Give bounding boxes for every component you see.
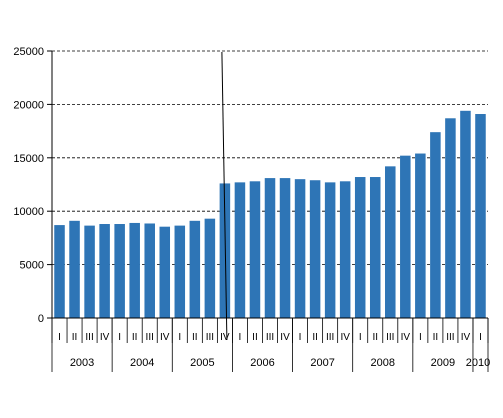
bar [309,180,321,318]
quarter-label: I [419,332,422,343]
bar [174,225,186,318]
series-break-line [221,51,228,341]
year-label: 2003 [70,357,94,369]
bar [294,179,306,318]
quarter-label: I [58,332,61,343]
bar [69,220,80,318]
quarter-label: III [446,332,454,343]
bar [354,177,366,318]
quarter-label: I [239,332,242,343]
quarter-label: III [85,332,93,343]
quarter-label: IV [401,332,411,343]
quarter-label: I [479,332,482,343]
x-axis-labels: I II III IV I II III IV I II III IV I II III IV I II III IV… [51,318,490,372]
year-label: 2008 [371,357,395,369]
year-label: 2005 [190,357,214,369]
quarter-label: III [206,332,214,343]
bar [54,225,65,318]
quarter-label: II [433,332,439,343]
bar [114,224,125,318]
y-tick-label: 5000 [20,260,44,272]
bar [234,182,246,318]
quarter-label: II [372,332,378,343]
bar [204,218,216,318]
bar [369,177,381,318]
quarter-label: I [118,332,121,343]
quarter-label: IV [340,332,350,343]
year-label: 2010 [466,357,490,369]
bar [445,118,456,318]
bar [324,182,336,318]
quarter-label: I [178,332,181,343]
bar [189,220,201,318]
quarter-label: I [359,332,362,343]
y-tick-label: 10000 [13,206,44,218]
quarter-label: IV [461,332,471,343]
quarter-label: II [132,332,138,343]
bar [430,132,441,318]
bar [415,153,426,318]
bar [159,226,171,318]
y-tick-label: 20000 [13,99,44,111]
bar [475,114,486,319]
y-tick-label: 25000 [13,46,44,58]
year-label: 2007 [310,357,334,369]
bars [54,110,486,319]
quarter-label: I [299,332,302,343]
bar [144,223,155,318]
quarter-label: II [252,332,258,343]
bar [339,181,351,318]
bar [460,110,471,318]
bar [129,222,140,318]
bar [400,155,411,318]
quarter-label: II [72,332,78,343]
y-tick-label: 15000 [13,153,44,165]
quarter-label: III [386,332,394,343]
quarter-label: III [146,332,154,343]
year-label: 2004 [130,357,154,369]
bar [385,166,396,318]
bar [249,181,261,318]
bar [99,224,110,318]
quarter-label: III [266,332,274,343]
quarter-label: IV [220,332,230,343]
bar [279,178,291,318]
bar [264,178,276,318]
quarter-label: IV [100,332,110,343]
quarter-label: III [326,332,334,343]
quarter-label: II [192,332,198,343]
quarter-label: II [312,332,318,343]
bar [84,225,95,318]
year-label: 2006 [250,357,274,369]
y-tick-label: 0 [38,313,44,325]
quarter-label: IV [160,332,170,343]
quarter-label: IV [280,332,290,343]
y-axis-tick-labels: 0 5000 10000 15000 20000 25000 [13,46,44,325]
year-label: 2009 [431,357,455,369]
axes [51,51,488,341]
